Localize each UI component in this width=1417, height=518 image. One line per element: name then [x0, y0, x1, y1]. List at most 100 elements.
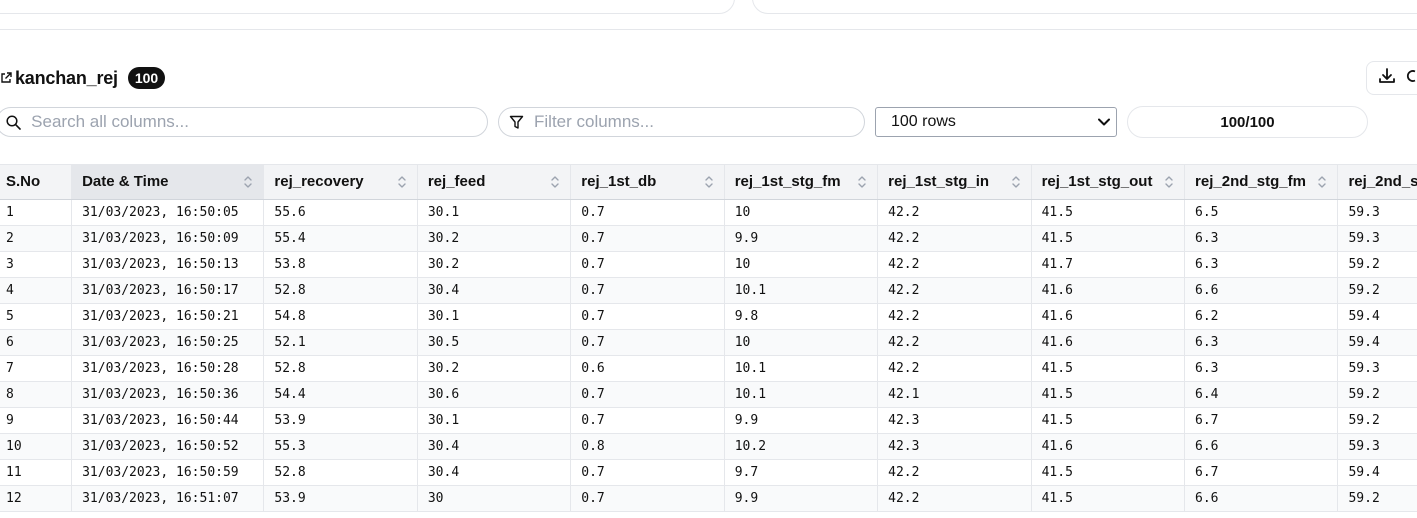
table-cell: 8 — [0, 381, 73, 408]
column-header[interactable]: rej_recovery — [263, 165, 418, 200]
column-header-label: rej_1st_db — [581, 173, 657, 191]
page-count: 100/100 — [1127, 106, 1368, 138]
table-row[interactable]: 5 31/03/2023, 16:50:21 54.8 30.1 0.7 9.8 42.2 4… — [0, 303, 1417, 330]
rows-per-page-select[interactable]: 100 rows — [875, 107, 1117, 137]
sort-icon[interactable] — [243, 174, 253, 190]
row-count-badge: 100 — [127, 67, 166, 89]
table-cell: 41.6 — [1031, 303, 1186, 330]
search-icon — [6, 114, 21, 130]
table-cell: 31/03/2023, 16:50:21 — [71, 303, 265, 330]
dataset-title[interactable]: kanchan_rej — [15, 67, 118, 88]
search-input[interactable] — [31, 112, 487, 132]
table-cell: 42.2 — [877, 277, 1032, 304]
table-cell: 6.3 — [1184, 225, 1339, 252]
table-cell: 55.3 — [263, 433, 418, 460]
table-cell: 59.2 — [1337, 407, 1417, 434]
column-header[interactable]: Date & Time — [71, 165, 265, 200]
column-header[interactable]: rej_1st_stg_in — [877, 165, 1032, 200]
column-header-label: rej_1st_stg_out — [1041, 173, 1153, 191]
filter-field[interactable] — [498, 107, 865, 137]
table-cell: 10.2 — [724, 433, 879, 460]
rows-per-page-value: 100 rows — [891, 113, 956, 130]
table-cell: 6.6 — [1184, 433, 1339, 460]
table-cell: 6.4 — [1184, 381, 1339, 408]
table-cell: 52.8 — [263, 459, 418, 486]
table-cell: 30.2 — [417, 225, 572, 252]
table-cell: 41.7 — [1031, 251, 1186, 278]
table-cell: 30.4 — [417, 433, 572, 460]
table-cell: 3 — [0, 251, 73, 278]
table-cell: 59.3 — [1337, 433, 1417, 460]
sort-icon[interactable] — [704, 174, 714, 190]
table-cell: 6.7 — [1184, 407, 1339, 434]
table-cell: 10 — [724, 199, 879, 226]
table-cell: 0.8 — [570, 433, 725, 460]
table-cell: 42.1 — [877, 381, 1032, 408]
table-cell: 31/03/2023, 16:50:05 — [71, 199, 265, 226]
copy-icon[interactable] — [1405, 68, 1417, 89]
sort-icon[interactable] — [1164, 174, 1174, 190]
data-table-container[interactable]: S.No Date & Time rej_recovery rej_feed rej_1… — [0, 164, 1417, 518]
table-row[interactable]: 4 31/03/2023, 16:50:17 52.8 30.4 0.7 10.1 42.2… — [0, 277, 1417, 304]
sort-icon[interactable] — [397, 174, 407, 190]
sort-icon[interactable] — [1317, 174, 1327, 190]
column-header[interactable]: rej_1st_stg_fm — [724, 165, 879, 200]
table-cell: 30.6 — [417, 381, 572, 408]
sort-icon[interactable] — [550, 174, 560, 190]
table-cell: 41.5 — [1031, 199, 1186, 226]
table-row[interactable]: 3 31/03/2023, 16:50:13 53.8 30.2 0.7 10 42.2 41… — [0, 251, 1417, 278]
table-row[interactable]: 2 31/03/2023, 16:50:09 55.4 30.2 0.7 9.9 42.2 4… — [0, 225, 1417, 252]
column-header[interactable]: rej_1st_stg_out — [1031, 165, 1186, 200]
table-row[interactable]: 8 31/03/2023, 16:50:36 54.4 30.6 0.7 10.1 42.1… — [0, 381, 1417, 408]
table-cell: 7 — [0, 355, 73, 382]
table-row[interactable]: 11 31/03/2023, 16:50:59 52.8 30.4 0.7 9.7 42.2… — [0, 459, 1417, 486]
table-cell: 59.2 — [1337, 485, 1417, 512]
table-header-row: S.No Date & Time rej_recovery rej_feed rej_1… — [0, 165, 1417, 200]
column-header[interactable]: rej_2nd_stg_in — [1337, 165, 1417, 200]
table-row[interactable]: 6 31/03/2023, 16:50:25 52.1 30.5 0.7 10 42.2 41… — [0, 329, 1417, 356]
table-cell: 41.5 — [1031, 459, 1186, 486]
table-cell: 9.9 — [724, 485, 879, 512]
column-header[interactable]: rej_1st_db — [570, 165, 725, 200]
table-cell: 59.2 — [1337, 251, 1417, 278]
column-header-label: rej_2nd_stg_in — [1348, 173, 1417, 191]
sort-icon[interactable] — [1011, 174, 1021, 190]
section-divider — [0, 29, 1417, 30]
filter-input[interactable] — [534, 112, 864, 132]
table-cell: 0.7 — [570, 225, 725, 252]
table-cell: 52.8 — [263, 277, 418, 304]
sort-icon[interactable] — [857, 174, 867, 190]
table-cell: 41.5 — [1031, 381, 1186, 408]
table-cell: 53.9 — [263, 485, 418, 512]
table-row[interactable]: 12 31/03/2023, 16:51:07 53.9 30 0.7 9.9 42.2 41… — [0, 485, 1417, 512]
table-cell: 0.7 — [570, 381, 725, 408]
table-cell: 54.8 — [263, 303, 418, 330]
table-cell: 31/03/2023, 16:50:36 — [71, 381, 265, 408]
table-cell: 12 — [0, 485, 73, 512]
column-header-label: Date & Time — [82, 173, 169, 191]
column-header[interactable]: S.No — [0, 165, 73, 200]
external-link-icon[interactable] — [0, 71, 12, 85]
search-field[interactable] — [0, 107, 488, 137]
column-header-label: rej_feed — [427, 173, 486, 191]
table-row[interactable]: 7 31/03/2023, 16:50:28 52.8 30.2 0.6 10.1 42.2… — [0, 355, 1417, 382]
column-header[interactable]: rej_2nd_stg_fm — [1184, 165, 1339, 200]
column-header[interactable]: rej_feed — [417, 165, 572, 200]
table-cell: 30.2 — [417, 355, 572, 382]
table-row[interactable]: 9 31/03/2023, 16:50:44 53.9 30.1 0.7 9.9 42.3 4… — [0, 407, 1417, 434]
table-cell: 2 — [0, 225, 73, 252]
table-cell: 10 — [724, 251, 879, 278]
download-button[interactable] — [1366, 61, 1417, 95]
table-cell: 42.2 — [877, 355, 1032, 382]
table-cell: 30.1 — [417, 199, 572, 226]
table-row[interactable]: 1 31/03/2023, 16:50:05 55.6 30.1 0.7 10 42.2 41… — [0, 199, 1417, 226]
table-body: 1 31/03/2023, 16:50:05 55.6 30.1 0.7 10 42.2 41… — [0, 199, 1417, 512]
table-cell: 0.7 — [570, 277, 725, 304]
table-cell: 31/03/2023, 16:50:59 — [71, 459, 265, 486]
column-header-label: S.No — [6, 173, 41, 191]
table-row[interactable]: 10 31/03/2023, 16:50:52 55.3 30.4 0.8 10.2 42.… — [0, 433, 1417, 460]
table-cell: 41.5 — [1031, 225, 1186, 252]
download-icon — [1377, 66, 1397, 91]
table-cell: 10 — [0, 433, 73, 460]
column-header-label: rej_2nd_stg_fm — [1195, 173, 1306, 191]
